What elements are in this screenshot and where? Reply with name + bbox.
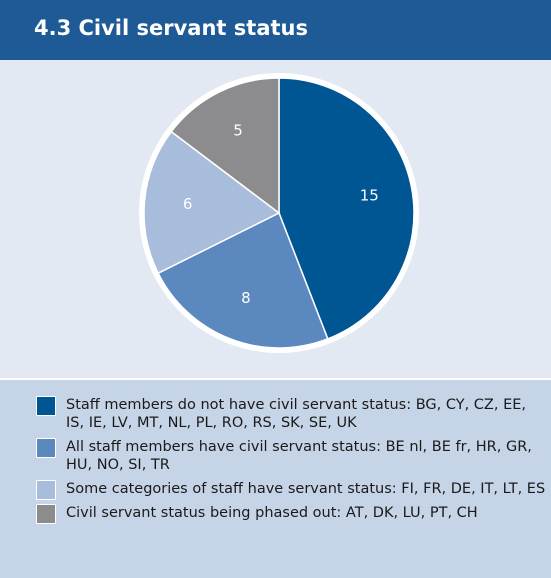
header: 4.3 Civil servant status [0, 0, 551, 60]
legend-label: All staff members have civil servant sta… [66, 439, 532, 473]
legend-item: All staff members have civil servant sta… [36, 438, 546, 474]
slice-label: 15 [360, 187, 379, 205]
pie-slice [143, 130, 281, 275]
slice-label: 8 [241, 289, 251, 307]
slice-label: 5 [233, 121, 243, 139]
legend-swatch [36, 480, 56, 500]
legend-label: Staff members do not have civil servant … [66, 397, 527, 431]
legend-item: Some categories of staff have servant st… [36, 480, 546, 500]
legend-swatch [36, 396, 56, 416]
legend-swatch [36, 438, 56, 458]
legend-item: Staff members do not have civil servant … [36, 396, 546, 432]
legend-label: Some categories of staff have servant st… [66, 481, 546, 497]
pie-panel: 15 8 6 5 [0, 60, 551, 378]
pie-slice [278, 77, 415, 340]
pie-slice [157, 211, 329, 349]
pie-slice [170, 77, 280, 215]
pie-chart: 15 8 6 5 [139, 73, 419, 353]
legend-label: Civil servant status being phased out: A… [66, 505, 478, 521]
slice-label: 6 [183, 195, 193, 213]
chart-title: 4.3 Civil servant status [34, 16, 308, 40]
legend-swatch [36, 504, 56, 524]
legend: Staff members do not have civil servant … [0, 380, 551, 578]
legend-item: Civil servant status being phased out: A… [36, 504, 546, 524]
